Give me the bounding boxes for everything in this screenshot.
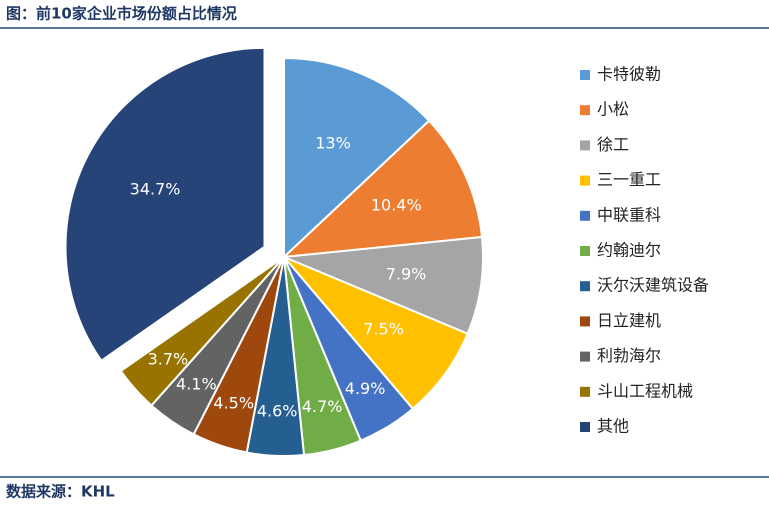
pie-slice — [283, 56, 431, 260]
legend-swatch — [580, 140, 590, 151]
legend-swatch — [580, 316, 590, 327]
pie-slice — [283, 235, 484, 336]
legend-swatch — [580, 246, 590, 256]
legend-label: 沃尔沃建筑设备 — [597, 276, 709, 295]
pie-slice — [119, 256, 285, 407]
legend-label: 日立建机 — [597, 311, 661, 330]
legend-swatch — [580, 281, 590, 292]
legend-swatch — [580, 351, 590, 362]
data-label: 4.5% — [213, 393, 254, 412]
data-label: 7.5% — [363, 319, 404, 338]
pie-slice — [64, 46, 266, 363]
data-label: 4.7% — [302, 397, 343, 416]
legend-label: 小松 — [597, 100, 629, 119]
data-label: 13% — [315, 133, 351, 152]
legend-label: 利勃海尔 — [597, 346, 661, 365]
legend-swatch — [580, 105, 590, 116]
source: 数据来源：KHL — [6, 483, 115, 501]
chart-title: 图：前10家企业市场份额占比情况 — [6, 5, 237, 23]
legend-label: 斗山工程机械 — [597, 381, 693, 400]
data-label: 3.7% — [148, 350, 189, 369]
data-label: 4.6% — [257, 402, 298, 421]
legend-swatch — [580, 70, 590, 80]
data-label: 34.7% — [130, 179, 181, 198]
data-label: 10.4% — [371, 195, 422, 214]
legend-label: 约翰迪尔 — [597, 241, 661, 260]
data-label: 4.9% — [345, 379, 386, 398]
legend-swatch — [580, 210, 590, 221]
legend-swatch — [580, 175, 590, 186]
legend-swatch — [580, 386, 590, 397]
pie-slice — [281, 119, 484, 259]
legend-label: 徐工 — [597, 135, 629, 154]
data-label: 7.9% — [386, 265, 427, 284]
legend-label: 三一重工 — [597, 170, 661, 189]
legend-label: 卡特彼勒 — [597, 65, 661, 84]
legend-label: 其他 — [597, 417, 629, 436]
data-label: 4.1% — [176, 375, 217, 394]
legend-label: 中联重科 — [597, 205, 661, 224]
legend-swatch — [580, 422, 590, 432]
